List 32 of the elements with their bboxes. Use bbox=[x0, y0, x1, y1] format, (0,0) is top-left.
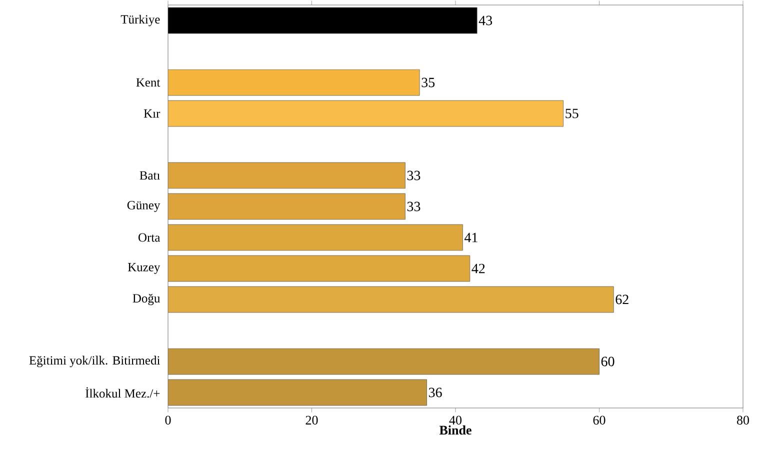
bar bbox=[168, 255, 470, 282]
x-tick-label: 20 bbox=[306, 416, 318, 425]
bar bbox=[168, 286, 614, 313]
bar bbox=[168, 348, 600, 375]
bar bbox=[168, 193, 406, 220]
y-tick-label: İlkokul Mez./+ bbox=[86, 387, 160, 398]
y-tick-label: Batı bbox=[140, 171, 160, 180]
y-tick-label: Orta bbox=[138, 233, 160, 242]
data-label: 60 bbox=[601, 356, 614, 366]
data-label: 55 bbox=[566, 108, 578, 118]
data-label: 33 bbox=[407, 170, 420, 180]
x-tick-label: 0 bbox=[165, 416, 171, 425]
bar bbox=[168, 7, 478, 34]
x-tick-label: 80 bbox=[736, 416, 749, 425]
data-label: 62 bbox=[616, 294, 628, 304]
y-tick-label: Kuzey bbox=[128, 263, 160, 274]
y-tick-label: Güney bbox=[127, 201, 160, 212]
x-tick-label: 60 bbox=[593, 416, 606, 425]
bar bbox=[168, 162, 406, 189]
data-label: 35 bbox=[422, 78, 435, 88]
y-tick-label: Kent bbox=[136, 78, 160, 87]
data-label: 36 bbox=[428, 388, 442, 398]
data-label: 43 bbox=[478, 16, 492, 26]
x-tick-label: 40 bbox=[449, 416, 462, 425]
y-tick-label: Kır bbox=[144, 109, 160, 118]
y-tick-label: Türkiye bbox=[120, 14, 160, 26]
y-tick-label: Eğitimi yok/ilk. Bitirmedi bbox=[29, 356, 160, 368]
x-axis-title: Binde bbox=[439, 425, 472, 435]
data-label: 41 bbox=[464, 232, 478, 242]
data-label: 33 bbox=[407, 202, 420, 212]
y-tick-label: Doğu bbox=[132, 294, 160, 306]
data-label: 42 bbox=[472, 264, 485, 274]
